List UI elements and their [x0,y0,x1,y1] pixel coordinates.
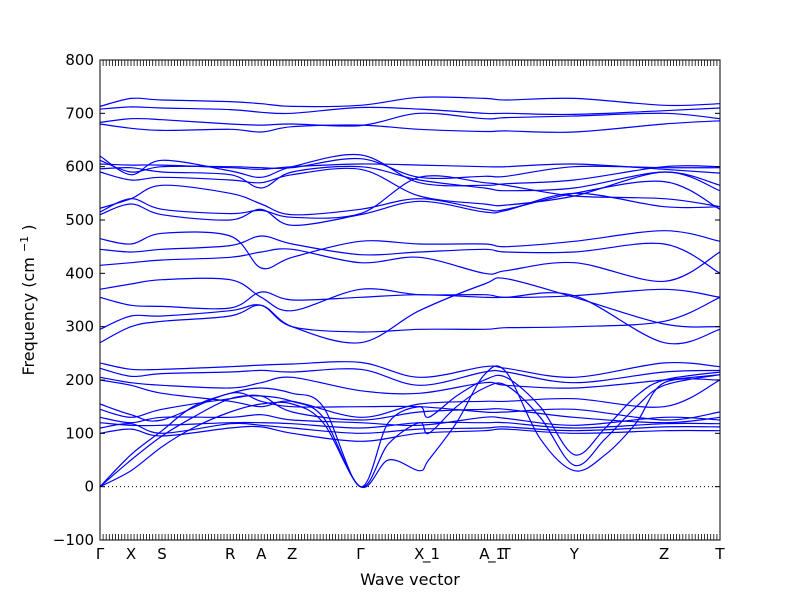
y-axis-title: Frequency (cm −1 ) [18,224,39,375]
band-line-28 [99,422,721,434]
x-axis: Γ X S R A Z Γ X_1 A_1T Y Z T [96,545,726,564]
band-line-4 [99,120,721,133]
y-tick-label: 200 [65,371,94,389]
band-line-24 [99,392,721,422]
band-line-12 [99,192,721,226]
x-tick-label: _1 [422,545,440,564]
x-tick-label: Γ [356,545,365,563]
minor-ticks [99,60,721,540]
x-tick-label: R [225,545,235,563]
band-line-27 [99,421,721,429]
band-line-7 [99,163,721,174]
x-tick-label: X [126,545,136,563]
x-tick-label: A [256,545,267,563]
plot-frame [99,59,721,541]
band-line-20 [99,361,721,378]
band-line-22 [99,374,721,395]
band-line-8 [99,165,721,192]
y-tick-label: 600 [65,158,94,176]
band-line-6 [99,157,721,179]
y-tick-label: 800 [65,51,94,69]
y-axis-title-close: ) [19,224,38,230]
y-tick-label: −100 [53,531,94,549]
band-line-18 [99,296,721,333]
x-tick-label: Z [659,545,669,563]
band-line-32 [99,365,721,489]
y-tick-label: 300 [65,318,94,336]
y-axis: −100 0 100 200 300 400 500 600 700 800 [53,51,720,549]
x-tick-label: Y [569,545,580,563]
y-tick-label: 100 [65,424,94,442]
x-tick-label: _1 [487,545,505,564]
y-tick-label: 400 [65,264,94,282]
band-line-19 [99,277,721,344]
band-line-31 [99,374,721,488]
series-layer [99,96,721,489]
band-line-23 [99,379,721,418]
band-line-15 [99,248,721,282]
x-tick-label: Γ [96,545,105,563]
band-line-21 [99,367,721,386]
y-axis-title-unit-sup: −1 [18,236,31,252]
y-axis-title-main: Frequency (cm [19,257,38,375]
band-line-13 [99,230,721,270]
band-line-5 [99,153,721,187]
band-line-30 [99,371,721,488]
band-line-2 [99,106,721,116]
y-tick-label: 700 [65,104,94,122]
x-tick-label: S [157,545,167,563]
band-line-25 [99,394,721,424]
band-line-11 [99,175,721,219]
band-line-1 [99,96,721,108]
x-axis-title: Wave vector [360,570,460,589]
y-tick-label: 500 [65,211,94,229]
x-tick-label: X [414,545,424,563]
x-tick-label: Z [287,545,297,563]
band-line-26 [99,414,721,427]
band-line-14 [99,235,721,274]
band-line-10 [99,180,721,216]
x-tick-label: T [501,545,512,563]
x-tick-label: T [714,545,725,563]
band-line-17 [99,291,721,345]
y-tick-label: 0 [84,478,94,496]
x-tick-label: A [479,545,490,563]
band-line-3 [99,112,721,127]
